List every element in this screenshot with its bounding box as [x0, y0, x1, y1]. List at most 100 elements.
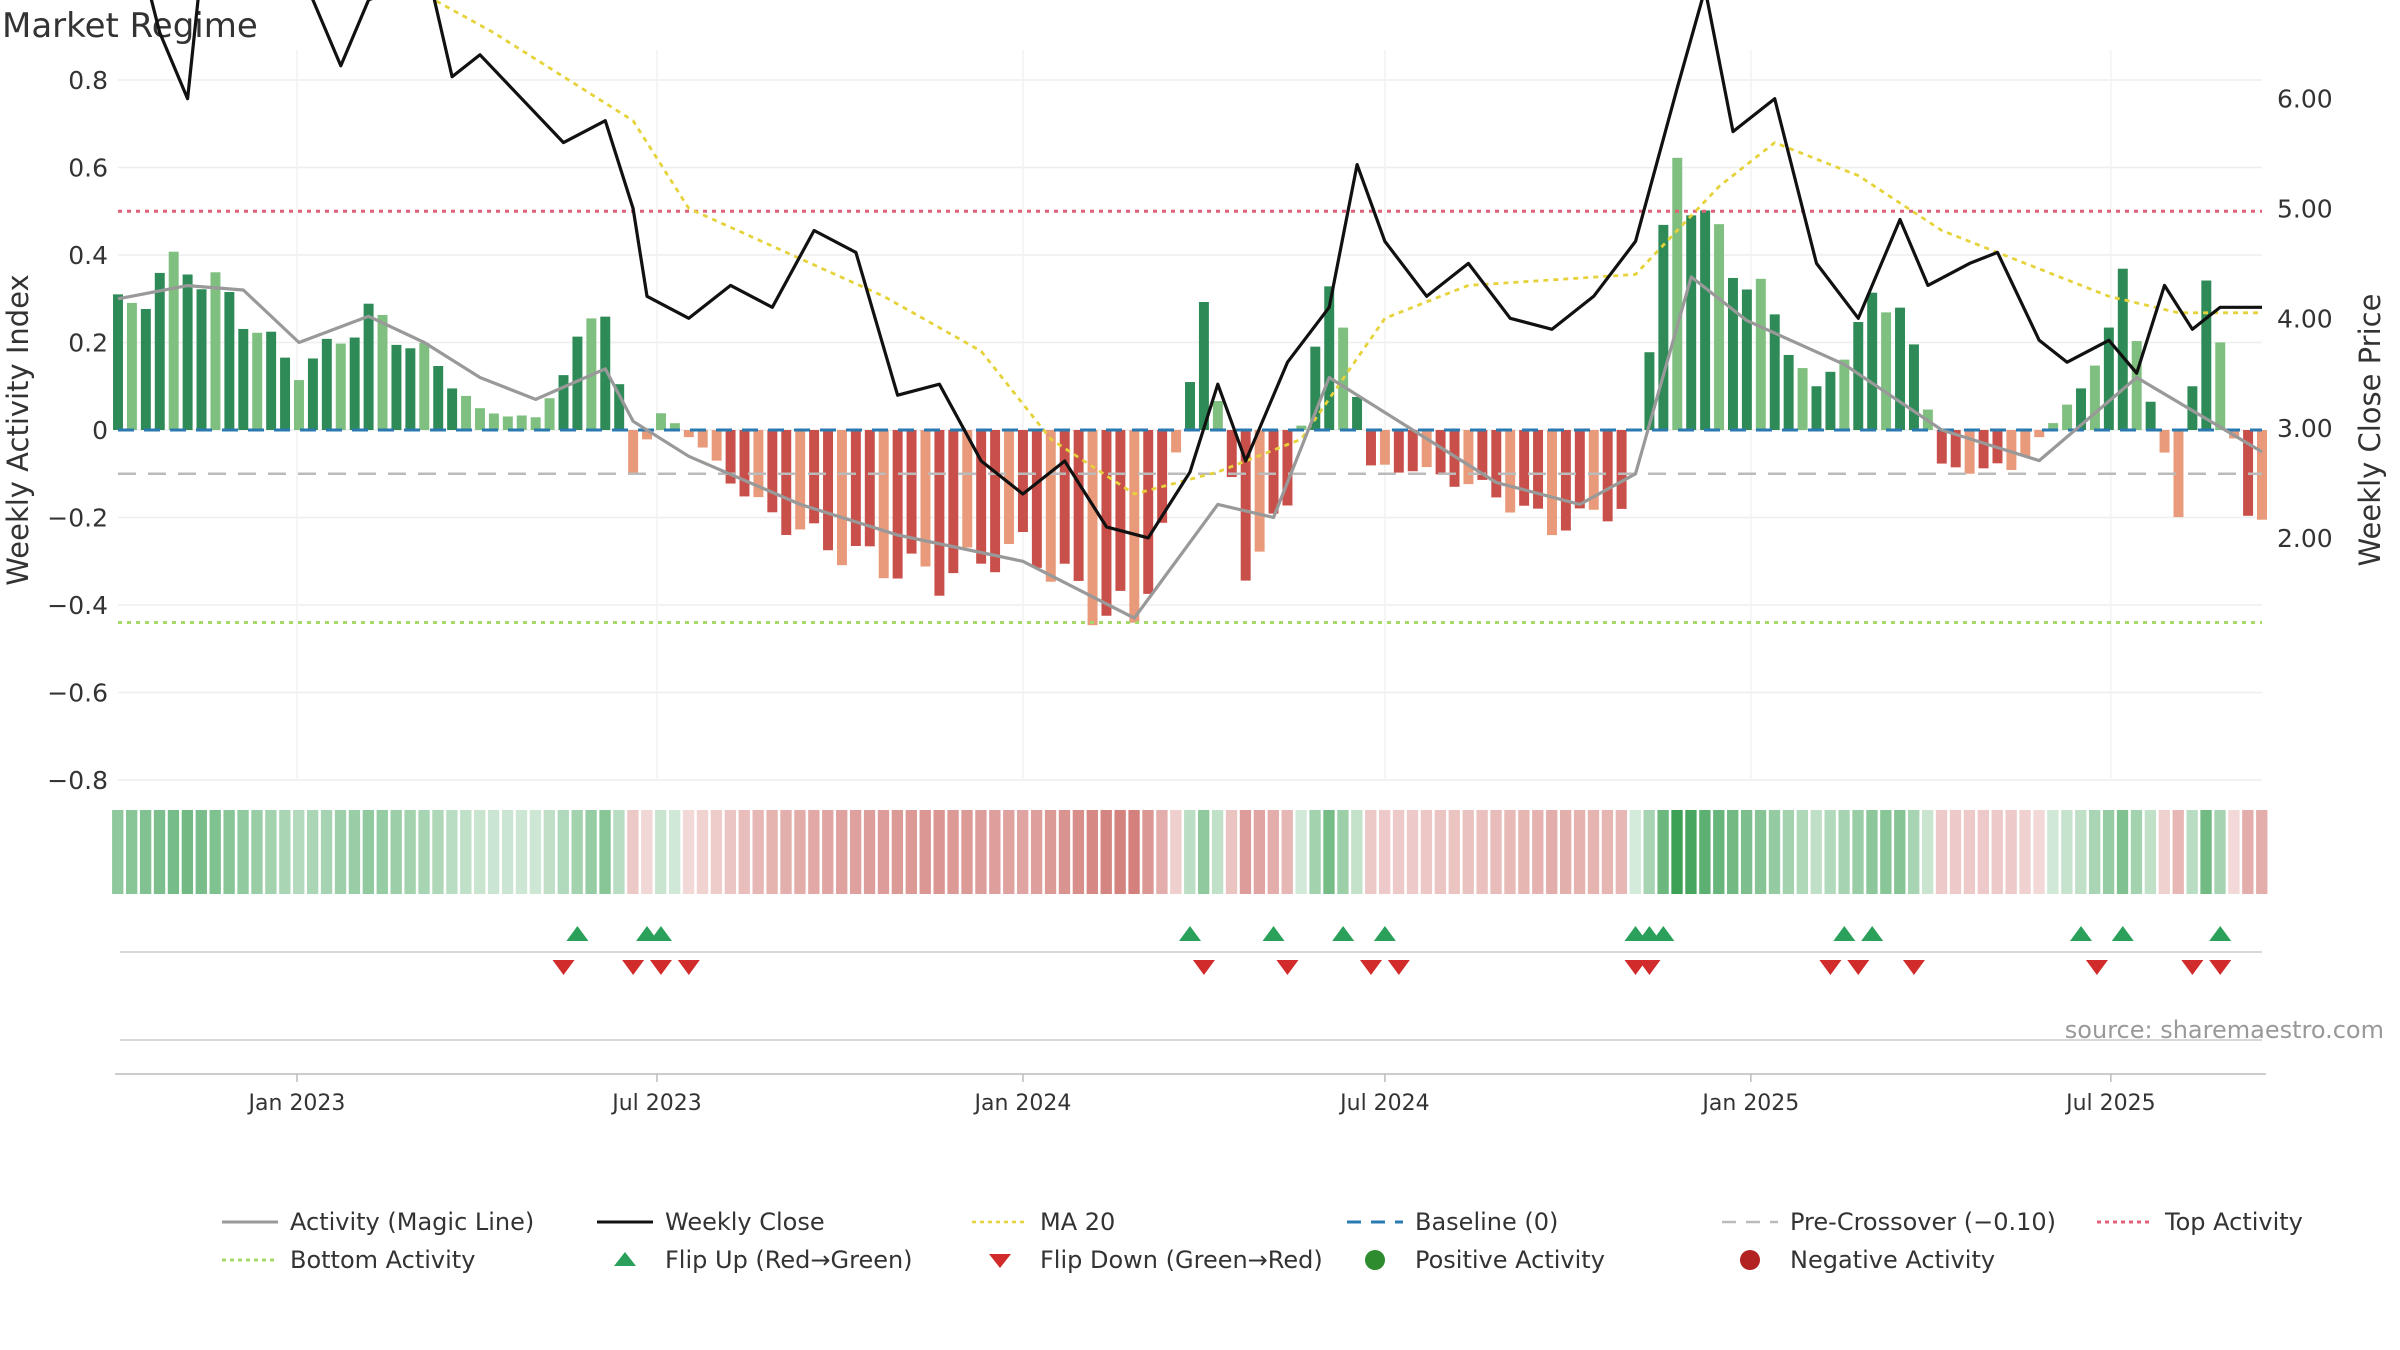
legend-symbol — [222, 1220, 278, 1224]
activity-bar — [906, 430, 917, 554]
regime-strip-cell — [668, 810, 681, 894]
regime-strip-cell — [1323, 810, 1335, 894]
weekly-close-line — [149, 0, 2262, 540]
activity-bar — [600, 316, 611, 430]
regime-strip-cell — [627, 810, 639, 894]
activity-bar — [697, 430, 708, 448]
activity-bar — [2089, 365, 2100, 430]
regime-strip-cell — [2200, 810, 2212, 894]
regime-strip-cell — [1490, 810, 1502, 894]
regime-strip-cell — [1072, 810, 1085, 894]
activity-bar — [196, 289, 207, 430]
activity-bar — [2076, 388, 2086, 430]
activity-bar — [168, 251, 179, 430]
activity-bar — [1686, 215, 1697, 430]
x-tick-label: Jul 2024 — [1338, 1091, 1430, 1116]
activity-bar — [614, 384, 625, 430]
regime-strip-cell — [1267, 810, 1279, 894]
activity-bar — [1379, 430, 1390, 465]
regime-strip-cell — [1044, 810, 1057, 894]
activity-bar — [377, 314, 388, 430]
source-credit: source: sharemaestro.com — [2064, 1016, 2384, 1044]
activity-bar — [628, 430, 639, 474]
legend-label: Flip Up (Red→Green) — [665, 1246, 913, 1274]
regime-strip-cell — [975, 810, 987, 894]
regime-strip — [112, 810, 2268, 894]
activity-bar — [1366, 430, 1376, 466]
regime-strip-cell — [1281, 810, 1293, 894]
regime-strip-cell — [1434, 810, 1447, 894]
activity-bar — [1004, 430, 1014, 545]
regime-strip-cell — [1880, 810, 1892, 894]
activity-bar — [2145, 401, 2156, 430]
regime-strip-cell — [167, 810, 180, 894]
activity-bar — [990, 430, 1001, 573]
activity-bar — [238, 328, 249, 430]
ma20-line — [431, 0, 2262, 496]
activity-bar — [349, 337, 360, 430]
activity-bar — [461, 395, 472, 430]
flip-down-marker — [1359, 960, 1382, 975]
left-tick-label: 0.2 — [68, 329, 108, 358]
activity-bar — [1059, 430, 1070, 564]
regime-strip-cell — [2033, 810, 2045, 894]
flip-up-marker — [1179, 926, 1201, 941]
regime-strip-cell — [2256, 810, 2268, 894]
activity-bar — [502, 416, 513, 430]
activity-bar — [1505, 430, 1516, 513]
right-axis: 8.007.006.005.004.003.002.00 — [2277, 0, 2333, 553]
regime-strip-cell — [1128, 810, 1140, 894]
activity-bar — [976, 430, 987, 564]
activity-bar — [1533, 430, 1544, 509]
regime-strip-cell — [1337, 810, 1349, 894]
chart-title: Market Regime — [2, 6, 258, 46]
regime-strip-cell — [1810, 810, 1822, 894]
activity-bar — [1602, 430, 1613, 522]
regime-strip-cell — [1643, 810, 1655, 894]
activity-bar — [1352, 396, 1363, 430]
regime-strip-cell — [905, 810, 917, 894]
activity-bar — [113, 294, 123, 430]
regime-strip-cell — [1866, 810, 1878, 894]
legend-symbol — [222, 1258, 278, 1262]
flip-down-marker — [2181, 960, 2204, 975]
flip-up-marker — [636, 926, 659, 941]
flip-down-marker — [2085, 960, 2108, 975]
right-tick-label: 6.00 — [2277, 85, 2333, 114]
regime-strip-cell — [1949, 810, 1962, 894]
activity-bar — [1895, 307, 1906, 430]
flip-up-marker — [2070, 926, 2093, 941]
activity-bar — [1198, 301, 1209, 430]
activity-bar — [1978, 430, 1989, 469]
activity-bar — [1714, 224, 1725, 430]
regime-strip-cell — [1824, 810, 1836, 894]
x-tick-label: Jan 2023 — [247, 1091, 346, 1116]
activity-bar — [307, 358, 318, 430]
activity-bar — [1031, 430, 1042, 568]
activity-bar — [363, 303, 374, 430]
activity-bar — [2034, 430, 2045, 438]
regime-strip-cell — [613, 810, 625, 894]
legend-label: Weekly Close — [665, 1208, 825, 1236]
legend-label: Pre-Crossover (−0.10) — [1790, 1208, 2057, 1236]
activity-bar — [252, 332, 263, 430]
activity-bar — [1157, 430, 1168, 523]
activity-bar — [530, 417, 541, 430]
regime-strip-cell — [1476, 810, 1488, 894]
regime-strip-cell — [1754, 810, 1767, 894]
legend-symbol — [1347, 1220, 1403, 1224]
regime-strip-cell — [112, 810, 124, 894]
regime-strip-cell — [418, 810, 430, 894]
activity-bar — [1644, 352, 1655, 430]
x-tick-label: Jan 2024 — [972, 1091, 1071, 1116]
activity-bar — [447, 388, 458, 430]
activity-bar — [266, 331, 277, 430]
legend-label: Positive Activity — [1415, 1246, 1605, 1274]
activity-bar — [2159, 430, 2170, 453]
x-tick-label: Jul 2023 — [610, 1091, 702, 1116]
flip-up-marker — [1373, 926, 1396, 941]
activity-bar — [1881, 312, 1892, 430]
activity-bars — [113, 157, 2267, 626]
regime-strip-cell — [794, 810, 806, 894]
activity-bar — [1212, 401, 1223, 430]
